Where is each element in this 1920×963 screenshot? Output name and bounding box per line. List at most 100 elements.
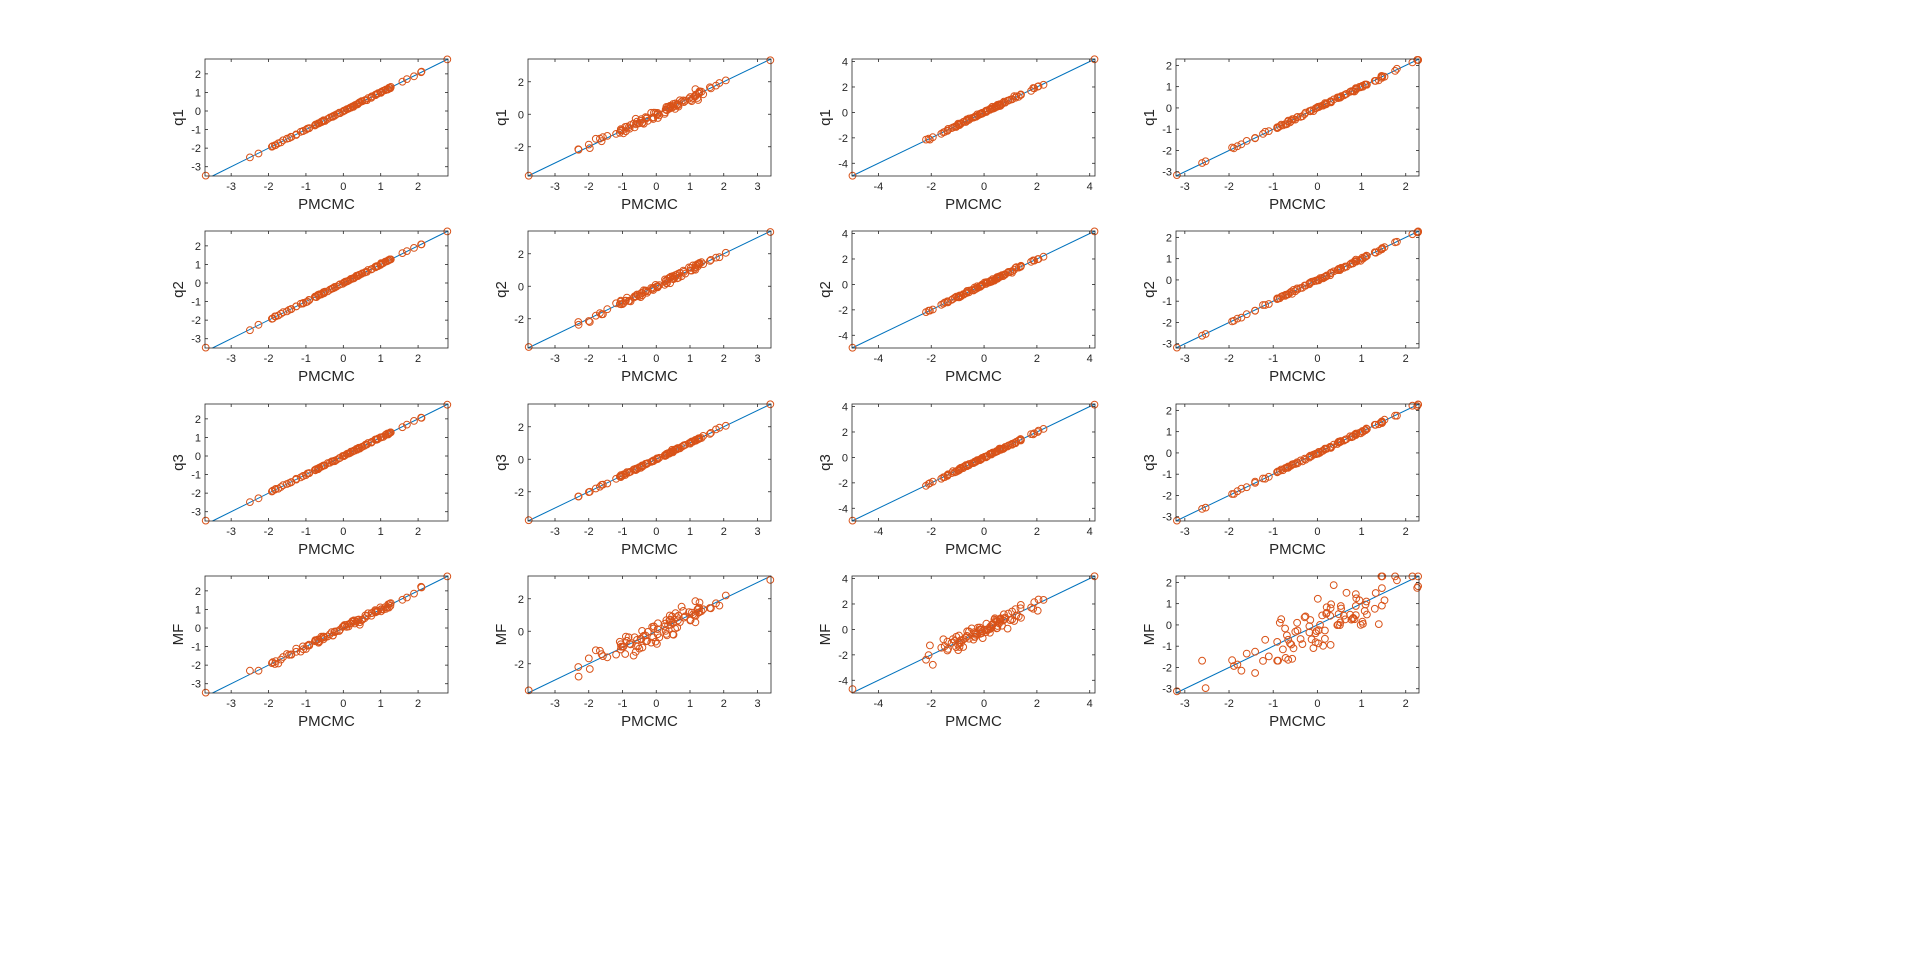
data-point <box>1413 402 1422 411</box>
data-point <box>1414 400 1422 409</box>
data-point <box>1393 237 1401 246</box>
axes-box <box>851 230 1096 349</box>
subplot-r1-c2: -3 -2 -1 0 1 2 3 -2 0 2 PMCMC q1 <box>493 56 775 213</box>
data-point <box>1014 92 1023 101</box>
data-point <box>1283 631 1291 640</box>
data-point <box>712 253 720 262</box>
x-tick-label: -3 <box>550 526 560 538</box>
data-point <box>274 311 283 320</box>
x-tick-label: 1 <box>1359 526 1365 538</box>
data-point <box>585 665 594 673</box>
y-axis-label: q1 <box>1141 109 1158 126</box>
y-tick-label: 2 <box>1166 232 1172 244</box>
y-tick-label: -2 <box>838 650 848 662</box>
y-tick-label: -2 <box>514 487 524 499</box>
data-point <box>937 300 946 309</box>
data-point <box>1370 604 1379 613</box>
data-point <box>319 635 328 644</box>
data-point <box>1017 613 1025 622</box>
data-point <box>377 607 386 616</box>
data-point <box>1393 576 1401 585</box>
data-point <box>1242 137 1251 145</box>
data-point <box>998 271 1006 280</box>
data-point <box>591 646 600 655</box>
data-point <box>615 300 624 308</box>
x-axis-label: PMCMC <box>1269 713 1326 730</box>
data-point <box>1316 621 1324 629</box>
data-point <box>662 630 671 638</box>
data-point <box>616 296 625 305</box>
data-point <box>632 464 640 473</box>
x-tick-label: -2 <box>264 526 274 538</box>
data-point <box>1414 582 1422 591</box>
subplot-r2-c1: -3 -2 -1 0 1 2 -3 -2 -1 0 1 2 PMCMC q2 <box>170 227 452 385</box>
y-tick-label: -3 <box>191 162 201 174</box>
data-point <box>1351 85 1360 94</box>
y-axis-label: MF <box>817 624 834 646</box>
data-point <box>1311 629 1320 638</box>
data-point <box>1311 449 1320 458</box>
data-point <box>1326 442 1335 451</box>
data-point <box>665 104 674 113</box>
data-point <box>361 440 370 449</box>
data-point <box>398 249 407 258</box>
axes-box <box>527 575 772 694</box>
data-point <box>636 464 645 472</box>
y-tick-label: -3 <box>1162 339 1172 351</box>
x-axis-label: PMCMC <box>621 541 678 558</box>
data-point <box>1340 611 1348 620</box>
data-point <box>585 487 594 496</box>
data-point <box>1027 603 1035 612</box>
x-tick-label: 2 <box>1403 181 1409 193</box>
data-point <box>1326 604 1335 612</box>
data-point <box>246 498 254 507</box>
data-point <box>612 474 620 483</box>
data-point <box>653 455 662 464</box>
data-point <box>1378 74 1386 82</box>
data-point <box>928 660 937 669</box>
x-tick-label: 2 <box>721 526 727 538</box>
data-point <box>988 275 997 284</box>
y-axis-label: q2 <box>493 281 510 298</box>
x-tick-label: 2 <box>1403 353 1409 365</box>
data-point <box>1228 143 1236 152</box>
data-point <box>695 87 704 96</box>
data-point <box>283 650 291 658</box>
data-point <box>924 480 933 488</box>
x-tick-label: -3 <box>226 526 236 538</box>
data-point <box>254 320 263 329</box>
data-point <box>1370 248 1379 257</box>
data-point <box>335 281 344 289</box>
subplot-r3-c2: -3 -2 -1 0 1 2 3 -2 0 2 PMCMC q3 <box>493 400 775 558</box>
data-point <box>619 129 628 138</box>
data-point <box>342 105 351 114</box>
x-axis-label: PMCMC <box>298 196 355 213</box>
x-axis-label: PMCMC <box>298 541 355 558</box>
y-axis-label: MF <box>493 624 510 646</box>
data-point <box>417 414 426 422</box>
x-tick-label: -1 <box>301 526 311 538</box>
data-point <box>1370 420 1379 429</box>
data-point <box>1321 273 1329 282</box>
x-tick-label: -1 <box>1268 353 1278 365</box>
data-point <box>975 110 984 118</box>
y-tick-label: -3 <box>191 507 201 519</box>
data-point <box>999 272 1007 281</box>
data-point <box>937 643 946 652</box>
data-point <box>1293 113 1301 122</box>
data-point <box>1228 656 1236 665</box>
data-point <box>1359 620 1367 628</box>
data-point <box>1334 94 1342 102</box>
data-point <box>677 602 686 611</box>
x-axis-label: PMCMC <box>621 713 678 730</box>
x-axis-label: PMCMC <box>945 196 1002 213</box>
data-point <box>1090 400 1099 409</box>
x-tick-label: 0 <box>981 698 987 710</box>
data-point <box>952 632 961 641</box>
data-point <box>1313 594 1322 603</box>
x-tick-label: -1 <box>1268 698 1278 710</box>
data-point <box>1284 635 1293 644</box>
y-tick-label: -4 <box>838 503 848 515</box>
y-tick-label: -2 <box>514 314 524 326</box>
x-tick-label: -4 <box>874 698 884 710</box>
